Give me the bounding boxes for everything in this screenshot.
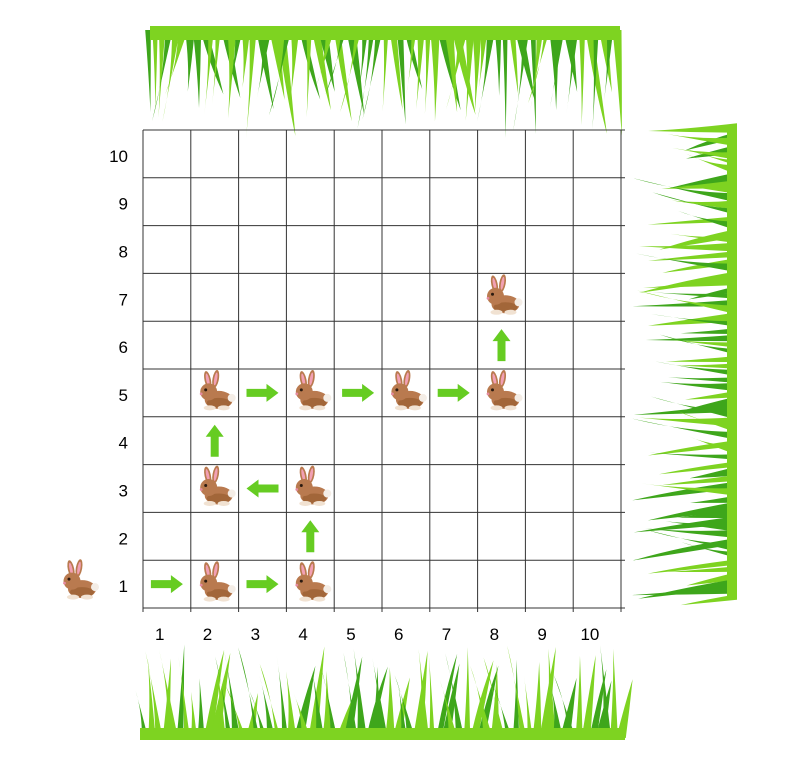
x-axis-tick-label: 6 [394, 625, 403, 644]
x-axis-tick-label: 7 [442, 625, 451, 644]
arrow-right-icon [246, 383, 279, 402]
arrow-left-icon [246, 479, 279, 498]
y-axis-tick-label: 5 [119, 386, 128, 405]
grass-bottom-icon [135, 644, 633, 740]
arrow-up-icon [205, 424, 224, 457]
arrow-up-icon [492, 329, 511, 362]
arrow-right-icon [150, 575, 183, 594]
x-axis-tick-label: 5 [346, 625, 355, 644]
y-axis-tick-label: 10 [109, 147, 128, 166]
rabbit-icon [199, 560, 236, 602]
rabbit-icon [486, 273, 523, 315]
rabbit-icon [295, 465, 332, 506]
grass-right-icon [632, 123, 737, 606]
rabbit-icon [295, 560, 332, 602]
x-axis-tick-label: 8 [490, 625, 499, 644]
y-axis-tick-label: 6 [119, 338, 128, 357]
x-axis-tick-label: 4 [298, 625, 307, 644]
start-rabbit-icon [63, 558, 99, 600]
y-axis-tick-label: 1 [119, 577, 128, 596]
y-axis-tick-label: 4 [119, 434, 128, 453]
rabbit-icon [295, 369, 332, 411]
y-axis-tick-label: 3 [119, 482, 128, 501]
rabbit-icon [199, 465, 236, 506]
arrow-right-icon [246, 575, 279, 594]
y-axis-tick-label: 7 [119, 290, 128, 309]
rabbit-icon [486, 369, 523, 411]
rabbit-icon [199, 369, 236, 411]
arrow-right-icon [342, 383, 375, 402]
x-axis-tick-label: 1 [155, 625, 164, 644]
x-axis-tick-label: 9 [537, 625, 546, 644]
y-axis-tick-label: 9 [119, 195, 128, 214]
x-axis-tick-label: 10 [580, 625, 599, 644]
grass-top-icon [145, 26, 622, 138]
x-axis-tick-label: 2 [203, 625, 212, 644]
y-axis-tick-label: 2 [119, 529, 128, 548]
arrow-right-icon [437, 383, 470, 402]
rabbit-icon [391, 369, 427, 411]
x-axis-tick-label: 3 [251, 625, 260, 644]
y-axis-tick-label: 8 [119, 243, 128, 262]
arrow-up-icon [301, 520, 320, 553]
